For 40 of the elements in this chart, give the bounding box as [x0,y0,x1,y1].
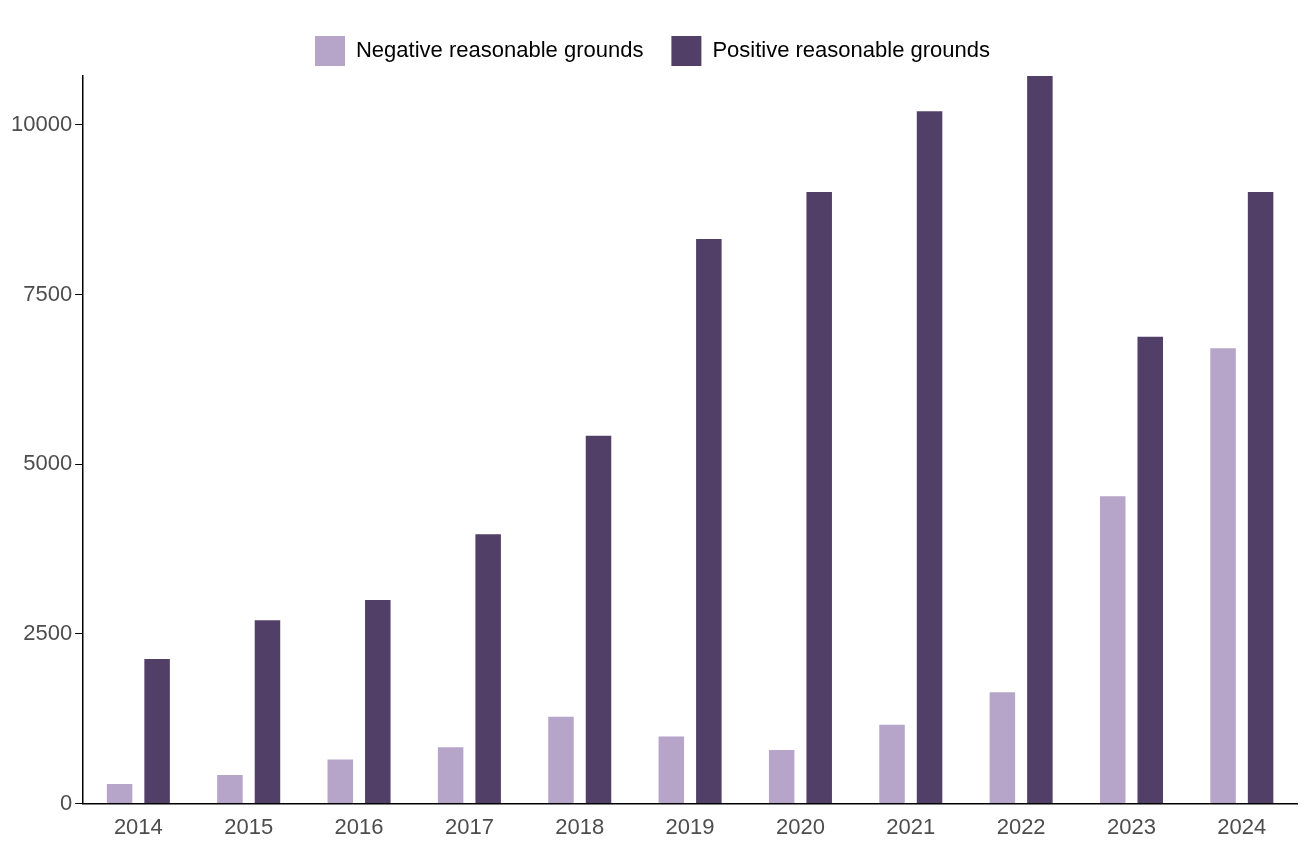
x-tick-label: 2020 [775,813,825,839]
bar [916,111,943,804]
x-tick-label: 2017 [444,813,494,839]
bar [327,759,354,804]
y-tick-label: 5000 [23,450,73,476]
legend-label: Negative reasonable grounds [355,37,644,63]
bar [768,749,795,804]
y-tick-label: 7500 [23,280,73,306]
legend-label: Positive reasonable grounds [712,37,991,63]
x-tick-label: 2019 [665,813,715,839]
bar [879,724,905,804]
bar [1210,348,1236,804]
bar [144,659,170,804]
bar [437,747,464,804]
bar [254,620,281,804]
x-tick-label: 2014 [113,813,163,839]
y-tick-label: 0 [59,789,73,815]
x-tick-label: 2022 [996,813,1046,839]
x-tick-label: 2023 [1107,813,1156,839]
x-tick-label: 2016 [334,813,384,839]
bar [1027,76,1053,804]
bar [806,192,832,804]
x-tick-label: 2021 [886,813,936,839]
bar [365,599,391,804]
bar [548,716,574,804]
bar [696,238,722,804]
x-tick-label: 2024 [1217,813,1267,839]
bar [106,783,133,804]
bar [658,736,685,804]
bar [217,775,243,804]
x-tick-label: 2015 [224,813,274,839]
bar [475,534,501,804]
bar [1247,192,1274,804]
bar [1099,496,1126,804]
bar [989,692,1016,804]
bar [1137,336,1163,804]
y-tick-label: 2500 [23,619,73,645]
y-tick-label: 10000 [10,110,73,136]
x-tick-label: 2018 [555,813,605,839]
bar [585,435,612,804]
